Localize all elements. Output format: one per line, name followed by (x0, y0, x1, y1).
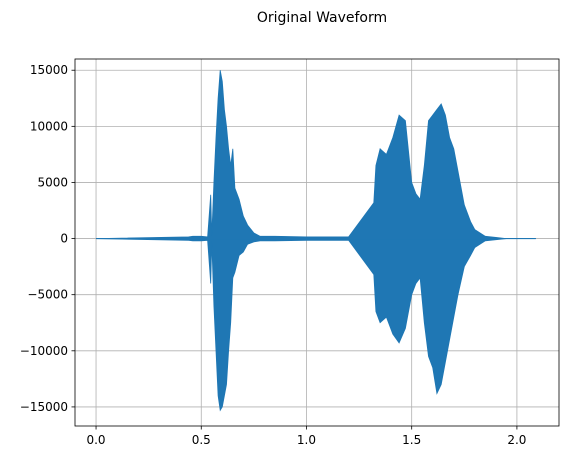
x-tick-label: 1.5 (402, 433, 421, 447)
x-tick-label: 0.5 (192, 433, 211, 447)
y-tick-label: −15000 (20, 400, 68, 414)
x-tick-label: 1.0 (297, 433, 316, 447)
y-tick-label: 10000 (30, 119, 68, 133)
y-tick-label: 5000 (37, 175, 68, 189)
y-axis-ticks: 15000 10000 5000 0 −5000 −10000 −15000 (20, 63, 75, 414)
x-tick-label: 2.0 (507, 433, 526, 447)
x-tick-label: 0.0 (86, 433, 105, 447)
y-tick-label: 15000 (30, 63, 68, 77)
axes-frame (74, 58, 560, 427)
y-tick-label: −5000 (27, 288, 68, 302)
x-axis-ticks: 0.0 0.5 1.0 1.5 2.0 (86, 426, 526, 447)
waveform-series (95, 70, 536, 412)
waveform-envelope (95, 70, 536, 412)
y-tick-label: −10000 (20, 344, 68, 358)
y-tick-label: 0 (60, 232, 68, 246)
chart-title: Original Waveform (257, 10, 387, 26)
grid (75, 59, 559, 426)
